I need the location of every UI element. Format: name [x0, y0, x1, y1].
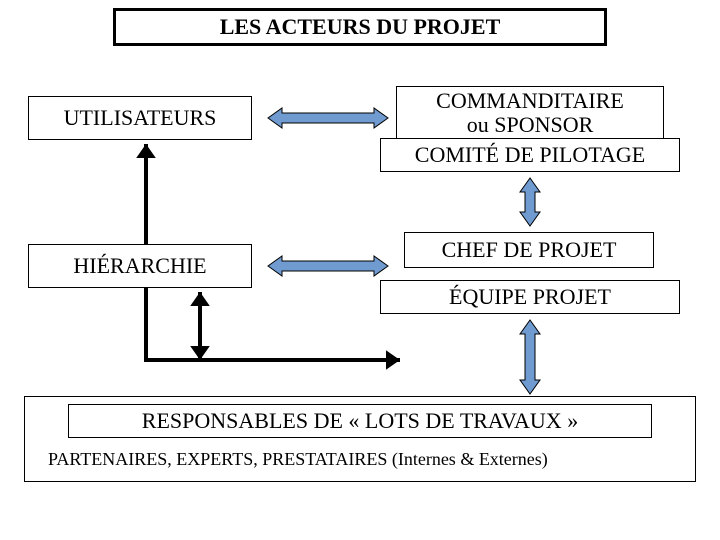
responsables-box: RESPONSABLES DE « LOTS DE TRAVAUX »	[68, 404, 652, 438]
black-arrow-head-utilisateurs-to-resp	[136, 144, 156, 158]
blue-arrow-comite-chef	[520, 178, 540, 226]
black-arrow-head-utilisateurs-to-resp	[386, 350, 400, 370]
chef-box: CHEF DE PROJET	[404, 232, 654, 268]
comite-box: COMITÉ DE PILOTAGE	[380, 138, 680, 172]
partenaires-text: PARTENAIRES, EXPERTS, PRESTATAIRES (Inte…	[40, 446, 680, 474]
comite-label: COMITÉ DE PILOTAGE	[415, 143, 645, 167]
responsables-label: RESPONSABLES DE « LOTS DE TRAVAUX »	[142, 409, 578, 433]
black-arrow-head-hierarchie-to-resp	[190, 346, 210, 360]
equipe-box: ÉQUIPE PROJET	[380, 280, 680, 314]
diagram-stage: LES ACTEURS DU PROJET UTILISATEURS COMMA…	[0, 0, 720, 540]
utilisateurs-label: UTILISATEURS	[64, 106, 217, 130]
sponsor-label: COMMANDITAIRE ou SPONSOR	[436, 89, 624, 137]
hierarchie-box: HIÉRARCHIE	[28, 244, 252, 288]
black-arrow-head-hierarchie-to-resp	[190, 292, 210, 306]
blue-arrow-equipe-resp	[520, 320, 540, 394]
title-label: LES ACTEURS DU PROJET	[220, 15, 501, 39]
blue-arrow-utilisateurs-sponsor	[268, 108, 388, 128]
title-box: LES ACTEURS DU PROJET	[113, 8, 607, 46]
sponsor-box: COMMANDITAIRE ou SPONSOR	[396, 86, 664, 140]
chef-label: CHEF DE PROJET	[442, 238, 617, 262]
utilisateurs-box: UTILISATEURS	[28, 96, 252, 140]
equipe-label: ÉQUIPE PROJET	[449, 285, 611, 309]
hierarchie-label: HIÉRARCHIE	[73, 254, 206, 278]
blue-arrow-hierarchie-chef	[268, 256, 388, 276]
partenaires-label: PARTENAIRES, EXPERTS, PRESTATAIRES (Inte…	[48, 450, 548, 470]
